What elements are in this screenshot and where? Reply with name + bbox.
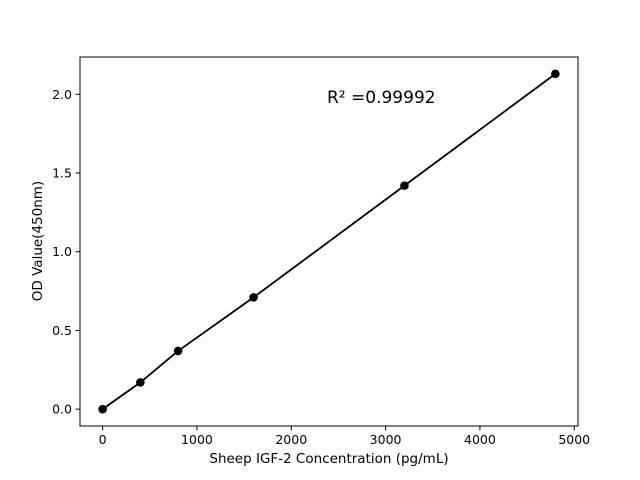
y-tick-label: 1.5: [52, 166, 72, 181]
x-tick-label: 1000: [181, 432, 213, 447]
data-point-marker: [173, 346, 183, 356]
x-axis-label: Sheep IGF-2 Concentration (pg/mL): [209, 451, 449, 467]
data-point-marker: [551, 69, 560, 79]
y-tick-label: 1.0: [52, 244, 72, 259]
data-point-marker: [249, 293, 258, 302]
x-tick-label: 3000: [370, 432, 402, 447]
data-point-marker: [136, 378, 145, 387]
r-squared-annotation: R² =0.99992: [327, 88, 436, 108]
x-tick-label: 2000: [275, 432, 307, 447]
y-tick-label: 0.0: [52, 402, 72, 417]
x-tick-label: 4000: [464, 432, 496, 447]
y-tick-label: 0.5: [52, 323, 72, 338]
x-tick-label: 0: [99, 432, 107, 447]
data-point-marker: [400, 181, 409, 190]
x-tick-label: 5000: [558, 432, 590, 447]
standard-curve-line: [102, 73, 556, 410]
y-tick-label: 2.0: [52, 87, 72, 102]
axes-spines: [79, 56, 579, 427]
data-point-marker: [98, 404, 107, 414]
y-axis-label: OD Value(450nm): [30, 180, 46, 302]
